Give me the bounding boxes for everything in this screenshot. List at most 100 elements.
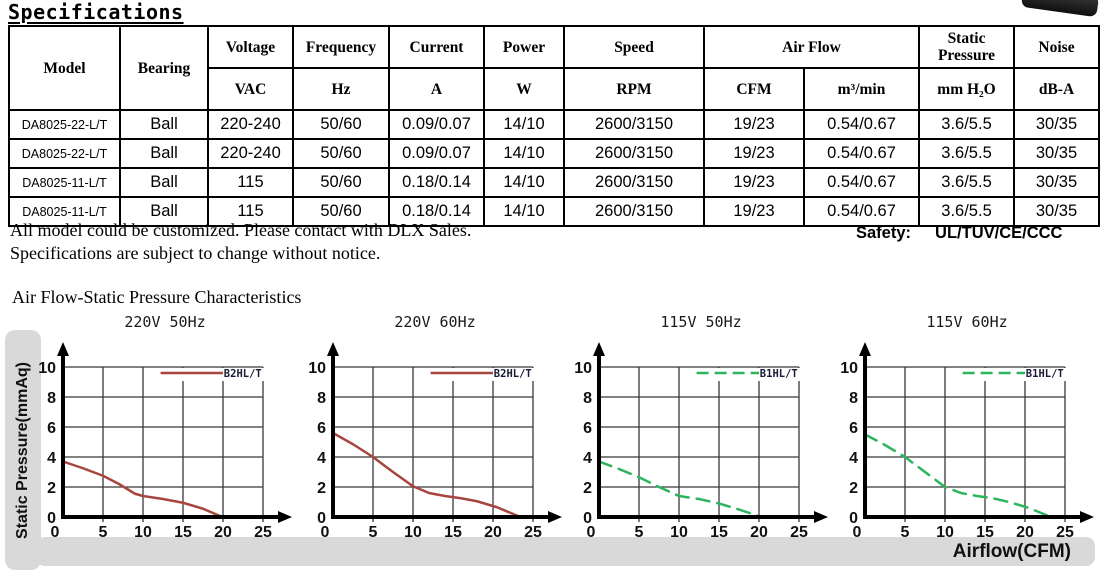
y-tick-label: 6 [317, 420, 326, 437]
x-tick-label: 20 [750, 524, 768, 541]
table-row: DA8025-11-L/T Ball 115 50/60 0.18/0.14 14/10 2… [8, 196, 1101, 227]
x-tick-label: 20 [214, 524, 232, 541]
table-cell: 115 [207, 167, 294, 198]
note-line-2: Specifications are subject to change wit… [10, 243, 381, 263]
table-cell: 3.6/5.5 [918, 196, 1016, 227]
chart-title: 220V 50Hz [124, 313, 206, 331]
x-tick-label: 5 [901, 524, 910, 541]
safety-value: UL/TUV/CE/CCC [935, 224, 1063, 242]
y-tick-label: 0 [47, 510, 56, 527]
table-cell: 19/23 [703, 109, 805, 140]
x-tick-label: 15 [174, 524, 192, 541]
table-cell: 14/10 [483, 196, 565, 227]
chart-title: 115V 60Hz [926, 313, 1008, 331]
x-tick-label: 0 [51, 524, 60, 541]
safety-label: Safety: [856, 224, 912, 242]
table-cell: 14/10 [483, 109, 565, 140]
table-cell: 30/35 [1013, 138, 1101, 169]
table-cell: 19/23 [703, 167, 805, 198]
x-tick-label: 10 [936, 524, 954, 541]
column-header: Speed [563, 25, 705, 69]
table-cell: 50/60 [292, 167, 390, 198]
y-tick-label: 6 [849, 420, 858, 437]
table-cell: 50/60 [292, 196, 390, 227]
notes-block: All model could be customized. Please co… [10, 219, 471, 265]
x-axis-arrow [1080, 511, 1094, 523]
x-tick-label: 5 [369, 524, 378, 541]
table-cell: 0.18/0.14 [388, 167, 485, 198]
y-tick-label: 0 [583, 510, 592, 527]
column-header: Power [483, 25, 565, 69]
legend-background [955, 368, 1071, 381]
y-tick-label: 6 [47, 420, 56, 437]
x-tick-label: 0 [587, 524, 596, 541]
x-tick-label: 10 [670, 524, 688, 541]
spec-table-body: DA8025-22-L/T Ball 220-240 50/60 0.09/0.07 14… [8, 109, 1101, 227]
x-tick-label: 10 [134, 524, 152, 541]
x-tick-label: 5 [635, 524, 644, 541]
y-tick-label: 8 [47, 390, 56, 407]
x-axis-arrow [814, 511, 828, 523]
legend-background [689, 368, 805, 381]
y-tick-label: 4 [583, 450, 592, 467]
y-axis-arrow [859, 342, 871, 356]
x-tick-label: 15 [444, 524, 462, 541]
table-cell: 0.54/0.67 [802, 167, 921, 198]
x-tick-label: 25 [1056, 524, 1074, 541]
chart-plot: B1HL/T 0 2 4 6 8 10 0 5 10 15 20 25 [840, 342, 1094, 541]
y-axis-label-bar: Static Pressure(mmAq) [5, 330, 41, 570]
x-tick-label: 20 [484, 524, 502, 541]
table-cell: 0.54/0.67 [802, 138, 921, 169]
table-cell: 2600/3150 [563, 196, 705, 227]
table-cell: 3.6/5.5 [918, 109, 1016, 140]
chart-220v-50hz: 220V 50Hz B2HL/T 0 2 4 6 8 10 0 5 10 15 20 25 [25, 313, 305, 542]
x-tick-label: 25 [254, 524, 272, 541]
table-cell: 19/23 [703, 138, 805, 169]
table-cell: 220-240 [207, 109, 294, 140]
data-curve [331, 431, 520, 518]
table-cell: Ball [119, 196, 209, 227]
table-cell: DA8025-22-L/T [8, 109, 121, 140]
table-cell: 2600/3150 [563, 167, 705, 198]
table-row: DA8025-11-L/T Ball 115 50/60 0.18/0.14 14/10 2… [8, 167, 1101, 198]
table-row: DA8025-22-L/T Ball 220-240 50/60 0.09/0.07 14… [8, 138, 1101, 169]
y-tick-label: 6 [583, 420, 592, 437]
y-tick-label: 2 [47, 480, 56, 497]
column-header: Static Pressure [918, 25, 1016, 69]
table-cell: DA8025-11-L/T [8, 167, 121, 198]
table-cell: 30/35 [1013, 167, 1101, 198]
x-tick-label: 5 [99, 524, 108, 541]
x-axis-arrow [278, 511, 292, 523]
table-cell: 50/60 [292, 109, 390, 140]
chart-plot: B2HL/T 0 2 4 6 8 10 0 5 10 15 20 25 [308, 342, 562, 541]
table-cell: 0.18/0.14 [388, 196, 485, 227]
table-cell: 3.6/5.5 [918, 167, 1016, 198]
table-cell: 30/35 [1013, 109, 1101, 140]
x-tick-label: 25 [524, 524, 542, 541]
y-axis-arrow [593, 342, 605, 356]
chart-220v-60hz: 220V 60Hz B2HL/T 0 2 4 6 8 10 0 5 10 15 20 25 [295, 313, 575, 542]
y-tick-label: 4 [317, 450, 326, 467]
column-header: Frequency [292, 25, 390, 69]
column-unit-header: mm H₂O [918, 67, 1016, 111]
column-header: Voltage [207, 25, 294, 69]
table-cell: 2600/3150 [563, 109, 705, 140]
table-cell: 3.6/5.5 [918, 138, 1016, 169]
table-cell: Ball [119, 167, 209, 198]
table-cell: Ball [119, 109, 209, 140]
column-header: Model [8, 25, 121, 111]
table-cell: 220-240 [207, 138, 294, 169]
table-cell: 2600/3150 [563, 138, 705, 169]
chart-title: 115V 50Hz [660, 313, 742, 331]
table-cell: 14/10 [483, 138, 565, 169]
fan-photo-corner [1020, 0, 1100, 18]
column-unit-header: W [483, 67, 565, 111]
chart-title: 220V 60Hz [394, 313, 476, 331]
table-cell: 0.54/0.67 [802, 109, 921, 140]
table-cell: 14/10 [483, 167, 565, 198]
column-header: Noise [1013, 25, 1101, 69]
table-cell: Ball [119, 138, 209, 169]
column-unit-header: A [388, 67, 485, 111]
x-tick-label: 15 [710, 524, 728, 541]
